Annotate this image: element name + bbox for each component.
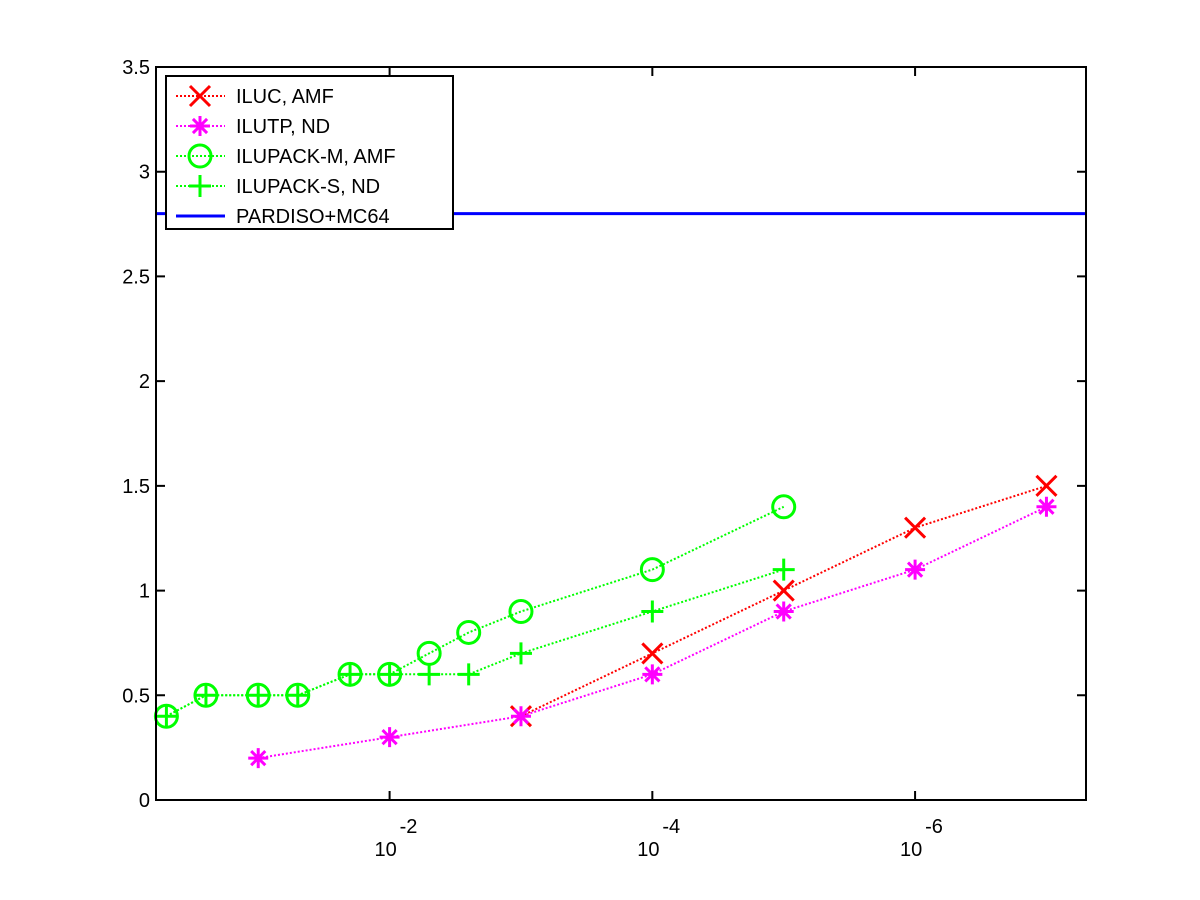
data-point-ilutp-nd-3 [642, 664, 663, 685]
axis-layer: 00.511.522.533.510-210-410-6 [122, 57, 1086, 861]
x-tick-label-base: 10 [374, 839, 396, 861]
data-point-ilupack-s-nd-1 [194, 684, 217, 707]
data-point-ilutp-nd-0 [248, 748, 269, 769]
data-point-ilupack-m-amf-8 [508, 599, 534, 625]
y-tick-label: 2.5 [122, 266, 150, 288]
data-point-ilupack-s-nd-8 [509, 642, 532, 665]
data-point-iluc-amf-3 [904, 516, 927, 539]
data-point-ilutp-nd-6 [1036, 496, 1057, 517]
data-point-ilupack-s-nd-10 [772, 558, 795, 581]
data-point-ilupack-s-nd-3 [286, 684, 309, 707]
data-point-ilupack-s-nd-2 [247, 684, 270, 707]
legend-item: ILUPACK-S, ND [176, 175, 380, 198]
data-point-iluc-amf-2 [772, 579, 795, 602]
axes-frame [155, 66, 1087, 801]
y-tick-label: 0.5 [122, 685, 150, 707]
legend-item: ILUTP, ND [176, 116, 330, 138]
data-point-ilutp-nd-1 [379, 727, 400, 748]
legend-item: ILUPACK-M, AMF [176, 143, 396, 169]
data-point-ilupack-s-nd-6 [418, 663, 441, 686]
y-tick-label: 3 [139, 162, 150, 184]
x-tick-label-exponent: -2 [400, 816, 418, 838]
data-point-ilupack-s-nd-7 [457, 663, 480, 686]
x-tick-label-exponent: -4 [662, 816, 680, 838]
legend-marker [190, 116, 210, 136]
data-point-iluc-amf-1 [641, 642, 664, 665]
data-point-ilupack-s-nd-5 [378, 663, 401, 686]
y-tick-label: 2 [139, 371, 150, 393]
legend-label: ILUPACK-S, ND [236, 176, 380, 198]
legend-label: ILUPACK-M, AMF [236, 146, 396, 168]
legend-label: ILUC, AMF [236, 86, 334, 108]
data-point-ilupack-s-nd-4 [339, 663, 362, 686]
legend-label: PARDISO+MC64 [236, 206, 390, 228]
data-point-ilupack-m-amf-9 [639, 557, 665, 583]
data-point-ilupack-s-nd-9 [641, 600, 664, 623]
legend-marker [188, 84, 212, 108]
legend-marker [187, 143, 213, 169]
data-point-ilupack-s-nd-0 [155, 705, 178, 728]
y-tick-label: 3.5 [122, 57, 150, 79]
x-tick-label-base: 10 [900, 839, 922, 861]
x-tick-label-exponent: -6 [925, 816, 943, 838]
data-point-iluc-amf-4 [1035, 474, 1058, 497]
data-point-ilupack-m-amf-10 [771, 494, 797, 520]
data-point-ilutp-nd-5 [905, 559, 926, 580]
legend-label: ILUTP, ND [236, 116, 330, 138]
series-ilupack-s-nd [155, 558, 795, 728]
data-point-ilutp-nd-2 [510, 706, 531, 727]
data-point-ilutp-nd-4 [773, 601, 794, 622]
legend-marker [189, 175, 211, 197]
y-tick-label: 1.5 [122, 476, 150, 498]
data-point-ilupack-m-amf-7 [456, 619, 482, 645]
legend-item: ILUC, AMF [176, 84, 334, 108]
series-line-iluc-amf [520, 484, 1047, 718]
legend-item: PARDISO+MC64 [176, 206, 390, 228]
legend-box [165, 75, 454, 230]
x-tick-label-base: 10 [637, 839, 659, 861]
legend: ILUC, AMF ILUTP, ND ILUPACK-M, AMF ILUPACK-… [165, 75, 454, 230]
y-tick-label: 0 [139, 790, 150, 812]
series-ilutp-nd [248, 496, 1057, 769]
y-tick-label: 1 [139, 581, 150, 603]
